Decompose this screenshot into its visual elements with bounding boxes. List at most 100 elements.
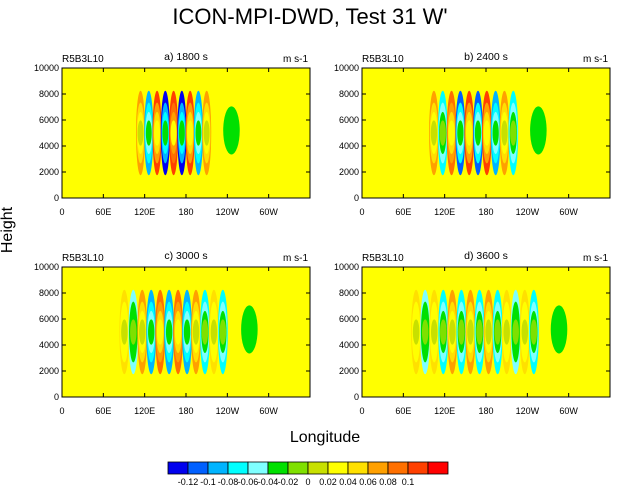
wave-band <box>173 289 184 375</box>
y-tick-label: 6000 <box>339 115 359 125</box>
y-tick-label: 10000 <box>34 262 59 272</box>
wave-band <box>152 90 162 176</box>
wave-band <box>144 90 154 176</box>
wave-band-contour <box>476 319 483 345</box>
colorbar-box <box>167 461 189 475</box>
x-tick-label: 120E <box>434 207 455 217</box>
wave-band <box>155 289 166 375</box>
colorbar-box <box>187 461 209 475</box>
x-tick-label: 0 <box>359 406 364 416</box>
wave-band <box>164 289 175 375</box>
wave-band-contour <box>187 120 194 146</box>
plot-area <box>362 68 610 198</box>
wave-band <box>501 289 512 375</box>
trailing-blob <box>550 305 568 354</box>
y-tick-label: 10000 <box>334 262 359 272</box>
wave-band-contour <box>439 120 446 146</box>
colorbar-box <box>347 461 369 475</box>
y-tick-label: 4000 <box>39 340 59 350</box>
colorbar-label: 0.02 <box>319 477 337 487</box>
wave-band-contour <box>170 120 177 146</box>
panel-title: d) 3600 s <box>464 250 508 262</box>
x-tick-label: 120E <box>134 406 155 416</box>
wave-band <box>456 289 467 375</box>
wave-band <box>200 289 210 375</box>
colorbar-label: 0.08 <box>379 477 397 487</box>
wave-band-contour <box>154 120 161 146</box>
colorbar-box <box>407 461 429 475</box>
x-tick-label: 120W <box>516 207 540 217</box>
y-tick-label: 4000 <box>39 141 59 151</box>
panel-left-label: R5B3L10 <box>362 253 404 264</box>
y-tick-label: 4000 <box>339 141 359 151</box>
colorbar-label: -0.06 <box>238 477 259 487</box>
panel-title: b) 2400 s <box>464 51 508 63</box>
panel-left-label: R5B3L10 <box>362 54 404 65</box>
wave-band <box>185 90 195 176</box>
panel-title: a) 1800 s <box>164 51 208 63</box>
wave-band <box>193 90 203 176</box>
x-tick-label: 120E <box>134 207 155 217</box>
wave-band <box>447 289 458 375</box>
x-tick-label: 60E <box>395 406 411 416</box>
wave-band <box>499 90 510 176</box>
panel-left-label: R5B3L10 <box>62 253 104 264</box>
colorbar-label: 0.1 <box>402 477 415 487</box>
colorbar-box <box>207 461 229 475</box>
wave-band <box>119 289 130 375</box>
wave-band <box>169 90 179 176</box>
wave-band-contour <box>512 319 519 345</box>
y-tick-label: 4000 <box>339 340 359 350</box>
plot-area <box>62 267 310 397</box>
colorbar-box <box>227 461 249 475</box>
wave-band-contour <box>485 319 492 345</box>
colorbar-label: 0.06 <box>359 477 377 487</box>
colorbar-box <box>427 461 449 475</box>
wave-band-contour <box>412 319 420 345</box>
x-tick-label: 60W <box>559 207 578 217</box>
colorbar: -0.12 -0.1 -0.08 -0.06 -0.04 -0.02 0 0.02 0.04 0.… <box>167 461 449 487</box>
y-tick-label: 6000 <box>39 115 59 125</box>
x-tick-label: 60E <box>95 207 111 217</box>
wave-band <box>508 90 519 176</box>
colorbar-box <box>367 461 389 475</box>
wave-band <box>160 90 170 176</box>
wave-band <box>446 90 457 176</box>
y-tick-label: 8000 <box>39 89 59 99</box>
y-tick-label: 6000 <box>339 314 359 324</box>
panels: 0 60E 120E 180 120W 60W 0 2000 4000 6000 8000 10000… <box>34 51 611 416</box>
wave-band <box>528 289 539 375</box>
y-tick-label: 6000 <box>39 314 59 324</box>
y-tick-label: 10000 <box>34 63 59 73</box>
y-tick-label: 0 <box>54 392 59 402</box>
wave-band-contour <box>430 319 438 345</box>
wave-band-contour <box>195 120 202 146</box>
wave-band-contour <box>178 120 185 146</box>
x-axis-label: Longitude <box>290 429 360 446</box>
wave-band <box>135 90 146 176</box>
x-tick-label: 120W <box>216 207 240 217</box>
colorbar-box <box>247 461 269 475</box>
wave-band-contour <box>483 120 490 146</box>
wave-band-contour <box>192 319 200 345</box>
wave-band <box>191 289 201 375</box>
x-tick-label: 180 <box>178 406 193 416</box>
wave-band <box>429 90 439 176</box>
x-tick-label: 0 <box>59 406 64 416</box>
x-tick-label: 60W <box>259 207 278 217</box>
wave-band <box>146 289 157 375</box>
wave-band-contour <box>492 120 499 146</box>
y-tick-label: 2000 <box>339 167 359 177</box>
y-tick-label: 8000 <box>339 288 359 298</box>
wave-band-contour <box>201 319 209 345</box>
wave-band <box>202 90 212 176</box>
wave-band-contour <box>494 319 501 345</box>
panel-4: 0 60E 120E 180 120W 60W 0 2000 4000 6000 8000 10000… <box>334 250 611 416</box>
panel-units: m s-1 <box>283 54 308 65</box>
figure-title: ICON-MPI-DWD, Test 31 W' <box>172 4 447 29</box>
wave-band-contour <box>501 120 508 146</box>
panel-units: m s-1 <box>283 253 308 264</box>
colorbar-label: -0.1 <box>200 477 216 487</box>
colorbar-box <box>387 461 409 475</box>
wave-band-contour <box>183 319 191 345</box>
